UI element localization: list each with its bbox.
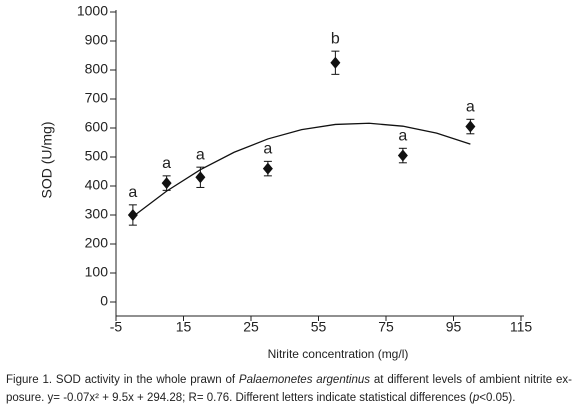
y-tick-label: 700 [85, 90, 109, 106]
point [397, 149, 408, 162]
x-tick-label: 15 [176, 319, 192, 335]
y-axis-label: SOD (U/mg) [39, 122, 55, 199]
x-tick-label: 95 [446, 319, 462, 335]
point [195, 171, 206, 184]
letter-label: a [263, 141, 272, 158]
letter-label: a [128, 184, 137, 201]
fit-curve [132, 122, 471, 218]
letter-label: b [331, 30, 340, 47]
x-tick-label: 25 [243, 319, 259, 335]
x-tick-label: 115 [510, 319, 533, 335]
chart: Nitrite concentration (mg/l) SOD (U/mg) … [39, 3, 533, 361]
x-axis-label: Nitrite concentration (mg/l) [268, 347, 409, 361]
y-tick-label: 600 [85, 119, 109, 135]
y-tick-label: 1000 [77, 3, 108, 19]
y-tick-label: 200 [85, 235, 109, 251]
point [262, 162, 273, 175]
caption-p: p [472, 392, 480, 404]
y-tick-label: 400 [85, 177, 109, 193]
y-tick-label: 500 [85, 148, 109, 164]
x-tick-label: 75 [378, 319, 394, 335]
letter-label: a [466, 99, 475, 116]
caption: Figure 1. SOD activity in the whole praw… [6, 371, 572, 407]
y-tick-label: 0 [100, 293, 108, 309]
y-tick-label: 900 [85, 32, 109, 48]
x-tick-label: -5 [110, 319, 123, 335]
point [127, 209, 138, 221]
x-tick-label: 55 [311, 319, 327, 335]
caption-species: Palaemonetes argentinus [238, 374, 371, 386]
y-tick-label: 100 [85, 264, 109, 280]
letter-label: a [162, 155, 171, 172]
point [465, 120, 476, 133]
caption-text: at different levels of ambient nitrite e… [6, 374, 572, 404]
letter-label: a [398, 128, 407, 145]
y-tick-label: 300 [85, 206, 109, 222]
caption-text: Figure 1. SOD activity in the whole praw… [6, 374, 239, 386]
caption-text: <0.05). [479, 392, 516, 404]
point [161, 177, 172, 190]
point [330, 56, 341, 69]
y-tick-label: 800 [85, 61, 109, 77]
letter-label: a [196, 146, 205, 163]
